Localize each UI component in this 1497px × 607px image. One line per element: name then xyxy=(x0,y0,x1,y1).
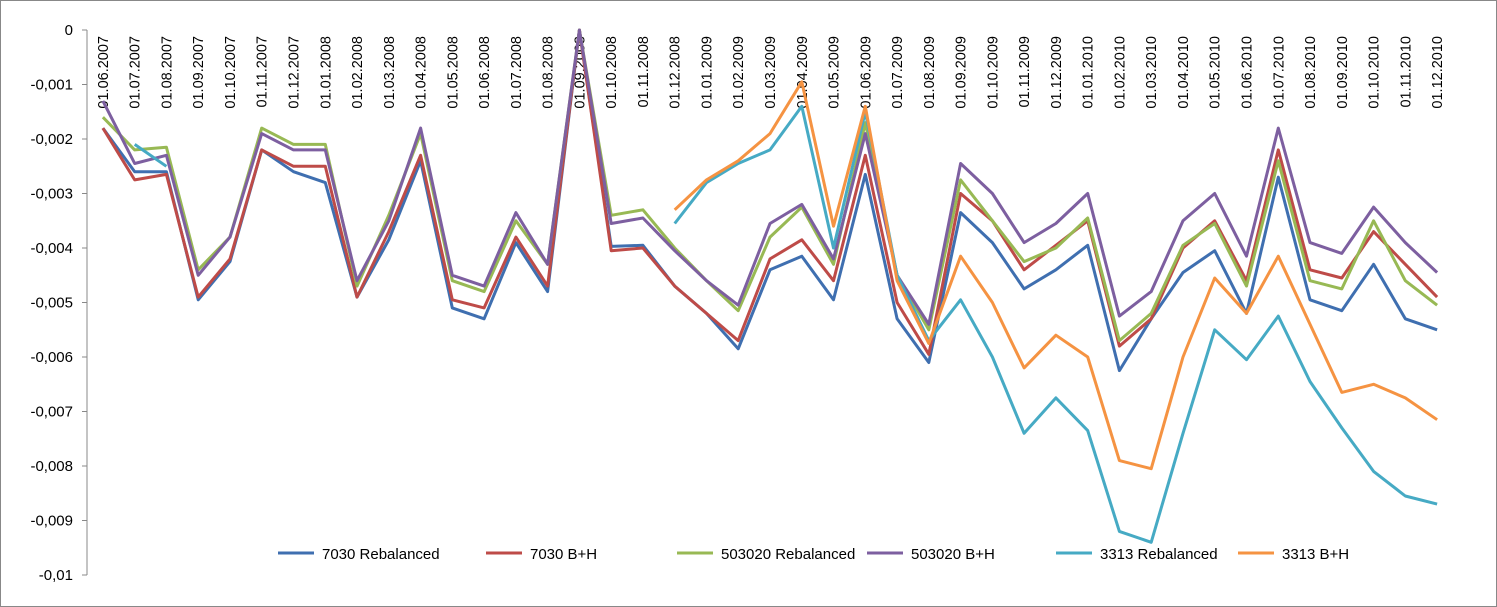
x-tick-label: 01.02.2009 xyxy=(731,36,747,109)
series-line xyxy=(101,28,1439,326)
y-tick-label: -0,007 xyxy=(30,404,73,421)
x-tick-label: 01.12.2010 xyxy=(1430,36,1446,109)
x-tick-label: 01.12.2008 xyxy=(668,36,684,109)
x-tick-label: 01.08.2010 xyxy=(1303,36,1319,109)
x-tick-label: 01.01.2008 xyxy=(318,36,334,109)
y-tick-label: -0,009 xyxy=(30,513,73,530)
y-tick-label: -0,005 xyxy=(30,295,73,312)
series-line xyxy=(101,28,1438,373)
x-tick-label: 01.12.2007 xyxy=(286,36,302,109)
x-tick-label: 01.03.2010 xyxy=(1144,36,1160,109)
legend-label: 503020 Rebalanced xyxy=(721,546,855,563)
legend-label: 7030 B+H xyxy=(530,546,597,563)
x-tick-label: 01.04.2009 xyxy=(795,36,811,109)
y-tick-label: -0,001 xyxy=(30,77,73,94)
x-tick-label: 01.04.2008 xyxy=(414,36,430,109)
x-tick-label: 01.07.2009 xyxy=(890,36,906,109)
x-tick-label: 01.06.2009 xyxy=(858,36,874,109)
x-tick-label: 01.08.2007 xyxy=(159,36,175,109)
x-tick-label: 01.10.2007 xyxy=(223,36,239,109)
x-tick-label: 01.05.2010 xyxy=(1208,36,1224,109)
y-tick-label: -0,003 xyxy=(30,186,73,203)
legend-label: 7030 Rebalanced xyxy=(322,546,440,563)
y-tick-label: -0,006 xyxy=(30,349,73,366)
legend-label: 3313 B+H xyxy=(1282,546,1349,563)
x-tick-label: 01.09.2010 xyxy=(1335,36,1351,109)
x-tick-label: 01.10.2009 xyxy=(985,36,1001,109)
x-tick-label: 01.08.2008 xyxy=(541,36,557,109)
series-line xyxy=(101,28,1439,356)
x-tick-label: 01.04.2010 xyxy=(1176,36,1192,109)
x-tick-label: 01.01.2009 xyxy=(699,36,715,109)
x-tick-label: 01.10.2010 xyxy=(1367,36,1383,109)
legend-label: 3313 Rebalanced xyxy=(1100,546,1218,563)
x-tick-label: 01.12.2009 xyxy=(1049,36,1065,109)
series-line xyxy=(101,28,1439,343)
series-line xyxy=(133,104,1438,544)
x-tick-label: 01.09.2007 xyxy=(191,36,207,109)
y-tick-label: -0,01 xyxy=(39,567,73,584)
x-tick-label: 01.02.2008 xyxy=(350,36,366,109)
x-tick-label: 01.07.2007 xyxy=(128,36,144,109)
x-tick-label: 01.05.2009 xyxy=(827,36,843,109)
x-tick-label: 01.07.2008 xyxy=(509,36,525,109)
legend-label: 503020 B+H xyxy=(911,546,995,563)
x-tick-label: 01.08.2009 xyxy=(922,36,938,109)
x-tick-label: 01.06.2007 xyxy=(96,36,112,109)
x-tick-label: 01.11.2008 xyxy=(636,36,652,108)
x-tick-label: 01.01.2010 xyxy=(1081,36,1097,109)
series-line xyxy=(673,80,1438,471)
x-tick-label: 01.11.2010 xyxy=(1398,36,1414,108)
x-tick-label: 01.11.2009 xyxy=(1017,36,1033,108)
y-tick-label: -0,008 xyxy=(30,458,73,475)
y-tick-label: -0,002 xyxy=(30,131,73,148)
x-tick-label: 01.09.2009 xyxy=(954,36,970,109)
x-tick-label: 01.10.2008 xyxy=(604,36,620,109)
x-tick-label: 01.03.2009 xyxy=(763,36,779,109)
x-tick-label: 01.05.2008 xyxy=(445,36,461,109)
y-tick-label: -0,004 xyxy=(30,240,73,257)
x-tick-label: 01.02.2010 xyxy=(1112,36,1128,109)
x-tick-label: 01.03.2008 xyxy=(382,36,398,109)
x-tick-label: 01.11.2007 xyxy=(255,36,271,108)
x-tick-label: 01.06.2010 xyxy=(1240,36,1256,109)
x-tick-label: 01.07.2010 xyxy=(1271,36,1287,109)
x-tick-label: 01.06.2008 xyxy=(477,36,493,109)
y-tick-label: 0 xyxy=(65,22,73,39)
